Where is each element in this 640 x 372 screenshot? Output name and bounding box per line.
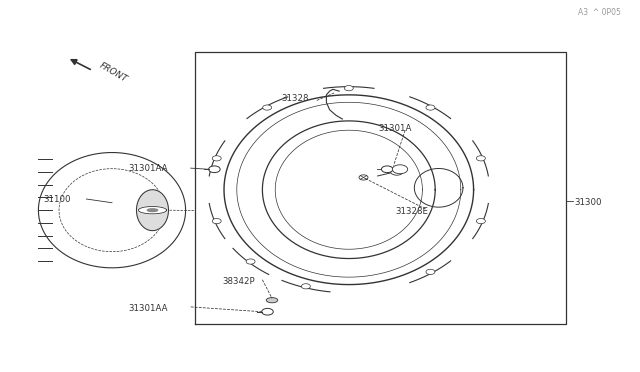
Circle shape [301,284,310,289]
Text: 31301AA: 31301AA [128,304,168,312]
Text: 31100: 31100 [44,195,71,203]
Polygon shape [262,121,435,259]
Circle shape [359,175,368,180]
Circle shape [262,105,271,110]
Polygon shape [414,169,463,207]
Circle shape [476,218,485,224]
Circle shape [390,168,403,175]
Text: 38342P: 38342P [223,278,255,286]
Text: 31300: 31300 [575,198,602,207]
Circle shape [426,105,435,110]
Polygon shape [38,153,186,268]
Text: 31301A: 31301A [379,124,412,133]
Circle shape [262,308,273,315]
Polygon shape [136,190,168,231]
Circle shape [476,156,485,161]
Circle shape [344,86,353,91]
Text: FRONT: FRONT [98,61,129,84]
Polygon shape [224,95,474,285]
Polygon shape [138,206,166,214]
Text: 31328: 31328 [282,94,309,103]
Text: 31328E: 31328E [396,207,429,216]
Text: A3  ^ 0P05: A3 ^ 0P05 [578,8,621,17]
Circle shape [212,156,221,161]
Circle shape [392,165,408,174]
Circle shape [246,259,255,264]
Ellipse shape [266,298,278,303]
Text: 31301AA: 31301AA [128,164,168,173]
Circle shape [212,218,221,224]
Circle shape [426,269,435,275]
Polygon shape [147,209,157,212]
Circle shape [209,166,220,173]
Circle shape [381,166,393,173]
